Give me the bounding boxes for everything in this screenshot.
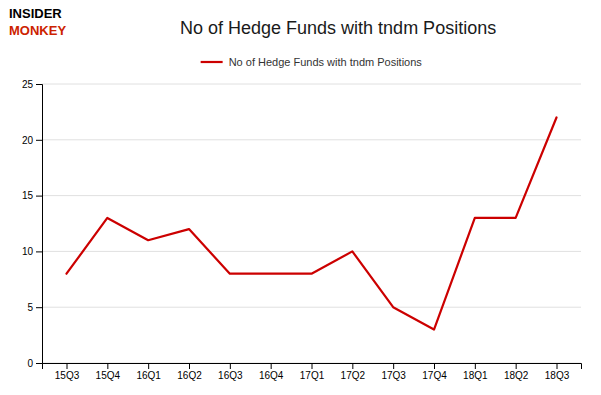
grid-line — [42, 251, 581, 252]
y-axis-line — [36, 85, 43, 364]
x-tick: 16Q2 — [177, 363, 202, 381]
y-tick-mark — [36, 307, 42, 308]
x-tick-mark — [189, 363, 190, 369]
x-tick-mark — [312, 363, 313, 369]
x-tick: 17Q3 — [381, 363, 406, 381]
y-tick: 20 — [22, 135, 42, 146]
x-tick-label: 18Q3 — [545, 370, 570, 381]
x-tick-mark — [434, 363, 435, 369]
x-tick-label: 16Q4 — [259, 370, 284, 381]
x-tick-label: 16Q1 — [136, 370, 161, 381]
y-tick-mark — [36, 363, 42, 364]
y-tick-label: 25 — [22, 79, 34, 90]
x-tick-label: 18Q1 — [463, 370, 488, 381]
x-tick: 17Q4 — [422, 363, 447, 381]
y-tick-mark — [36, 84, 42, 85]
logo-text: INSIDER — [9, 6, 62, 21]
x-tick-label: 17Q1 — [300, 370, 325, 381]
plot: 0 5 10 15 20 25 15Q3 15Q4 16Q1 16Q2 16Q3 16Q4 17Q1 17… — [22, 79, 582, 381]
grid-line — [42, 195, 581, 196]
x-tick: 18Q2 — [504, 363, 529, 381]
legend-item: No of Hedge Funds with tndm Positions — [201, 56, 423, 68]
x-tick-mark — [393, 363, 394, 369]
x-tick-label: 15Q3 — [55, 370, 80, 381]
x-tick: 18Q1 — [463, 363, 488, 381]
x-tick-label: 17Q3 — [381, 370, 406, 381]
y-tick-label: 10 — [22, 246, 34, 257]
marks — [67, 117, 557, 329]
x-tick: 18Q3 — [545, 363, 570, 381]
grid-line — [42, 139, 581, 140]
x-axis: 15Q3 15Q4 16Q1 16Q2 16Q3 16Q4 17Q1 17Q2 17Q3 17Q4… — [43, 363, 582, 381]
x-tick-mark — [352, 363, 353, 369]
x-tick-label: 18Q2 — [504, 370, 529, 381]
grid-line — [42, 84, 581, 85]
x-tick: 16Q3 — [218, 363, 243, 381]
x-tick: 15Q4 — [96, 363, 121, 381]
x-tick: 16Q1 — [136, 363, 161, 381]
series-line — [67, 117, 557, 329]
y-tick-label: 15 — [22, 190, 34, 201]
logo-text: MONKEY — [9, 23, 66, 38]
chart: INSIDER MONKEY No of Hedge Funds with tndm… — [0, 0, 601, 395]
x-tick: 15Q3 — [55, 363, 80, 381]
x-tick: 17Q2 — [341, 363, 366, 381]
legend-label: No of Hedge Funds with tndm Positions — [229, 56, 423, 68]
x-tick-label: 16Q2 — [177, 370, 202, 381]
x-tick-label: 17Q4 — [422, 370, 447, 381]
legend-swatch — [201, 61, 223, 63]
x-tick-mark — [557, 363, 558, 369]
y-tick-label: 0 — [27, 358, 33, 369]
y-tick: 25 — [22, 79, 42, 90]
y-tick-mark — [36, 251, 42, 252]
y-tick: 10 — [22, 246, 42, 257]
x-tick-label: 17Q2 — [341, 370, 366, 381]
x-tick: 16Q4 — [259, 363, 284, 381]
y-tick-mark — [36, 196, 42, 197]
x-tick-label: 16Q3 — [218, 370, 243, 381]
y-tick: 5 — [27, 302, 42, 313]
x-axis-line — [43, 364, 582, 370]
y-tick-label: 5 — [27, 302, 33, 313]
x-tick-mark — [67, 363, 68, 369]
grid — [42, 84, 581, 363]
y-tick: 0 — [27, 358, 42, 369]
title: No of Hedge Funds with tndm Positions — [180, 18, 496, 38]
y-tick: 15 — [22, 190, 42, 201]
x-tick-mark — [475, 363, 476, 369]
x-tick-mark — [516, 363, 517, 369]
y-tick-label: 20 — [22, 135, 34, 146]
x-tick: 17Q1 — [300, 363, 325, 381]
legend: No of Hedge Funds with tndm Positions — [201, 56, 423, 68]
x-tick-mark — [107, 363, 108, 369]
x-tick-mark — [148, 363, 149, 369]
grid-line — [42, 307, 581, 308]
x-tick-label: 15Q4 — [96, 370, 121, 381]
x-tick-mark — [271, 363, 272, 369]
y-tick-mark — [36, 140, 42, 141]
y-axis: 0 5 10 15 20 25 — [22, 79, 43, 369]
x-tick-mark — [230, 363, 231, 369]
